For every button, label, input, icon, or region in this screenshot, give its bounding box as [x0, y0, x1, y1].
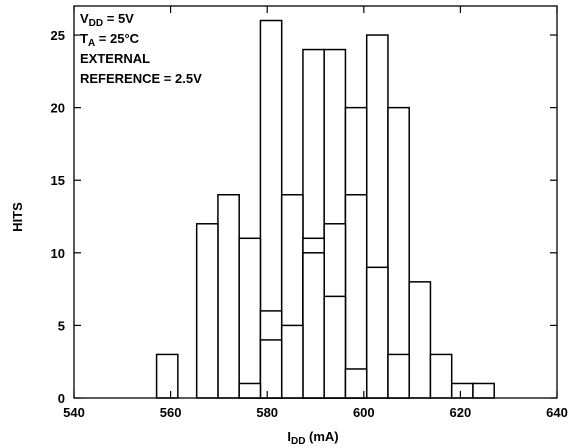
y-tick-label-25: 25 — [51, 28, 65, 43]
bar-15 — [323, 295, 347, 399]
y-tick-label-5: 5 — [58, 318, 65, 333]
bar-12 — [302, 252, 325, 399]
annotation-external: EXTERNAL — [80, 51, 150, 66]
bar-26 — [472, 382, 495, 399]
annotation-vdd: VDD = 5V — [80, 11, 134, 29]
y-tick-label-20: 20 — [51, 101, 65, 116]
y-axis-label: HITS — [10, 202, 25, 232]
bar-1 — [195, 223, 219, 399]
annotation-reference: REFERENCE = 2.5V — [80, 71, 202, 86]
bars-layer — [155, 19, 495, 399]
y-tick-label-0: 0 — [58, 391, 65, 406]
x-axis-label: IDD (mA) — [287, 429, 338, 447]
bar-7 — [259, 339, 283, 399]
conditions-annotation: VDD = 5V TA = 25°C EXTERNAL REFERENCE = … — [80, 11, 202, 86]
x-tick-label-560: 560 — [160, 405, 182, 420]
bar-23 — [408, 281, 432, 399]
x-tick-label-600: 600 — [353, 405, 375, 420]
x-tick-label-540: 540 — [63, 405, 85, 420]
x-tick-label-580: 580 — [256, 405, 278, 420]
x-tick-label-640: 640 — [546, 405, 568, 420]
plot-frame — [73, 5, 558, 399]
bar-0 — [155, 353, 179, 399]
bar-9 — [280, 324, 304, 399]
ticks-layer: 540 560 580 600 620 640 0 5 10 15 20 25 — [51, 6, 568, 420]
bar-20 — [365, 266, 389, 399]
bar-22 — [387, 353, 410, 399]
y-tick-label-15: 15 — [51, 173, 65, 188]
bar-25 — [450, 382, 474, 399]
annotation-ta: TA = 25°C — [80, 31, 140, 49]
bar-2 — [217, 193, 240, 399]
bar-17 — [344, 193, 368, 399]
y-tick-label-10: 10 — [51, 246, 65, 261]
x-tick-label-620: 620 — [450, 405, 472, 420]
bar-3 — [238, 237, 262, 399]
bar-4 — [238, 382, 262, 399]
bar-24 — [429, 353, 453, 399]
